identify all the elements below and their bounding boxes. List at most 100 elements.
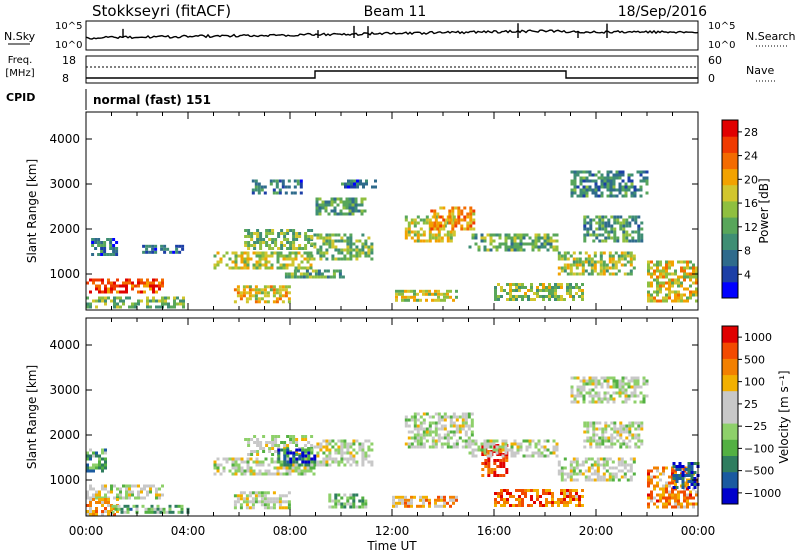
velocity-cell [446, 415, 450, 419]
velocity-cell [678, 474, 682, 477]
velocity-cell [98, 466, 101, 470]
velocity-cell [407, 436, 411, 440]
velocity-cell [695, 493, 698, 497]
velocity-cell [613, 436, 617, 440]
power-cell [361, 233, 365, 237]
velocity-cell [292, 457, 296, 461]
velocity-cell [509, 492, 512, 495]
power-cell [158, 305, 161, 309]
power-cell [591, 179, 595, 183]
velocity-cell [247, 438, 251, 441]
power-cell [593, 254, 597, 258]
velocity-cell [536, 489, 539, 492]
velocity-cell [642, 394, 646, 398]
velocity-cell [599, 457, 603, 461]
power-cell [668, 281, 671, 285]
power-cell [280, 241, 284, 244]
power-cell [446, 295, 449, 299]
power-cell [448, 209, 452, 213]
power-cell [247, 244, 251, 247]
power-cell [346, 251, 350, 255]
power-cell [454, 218, 458, 222]
velocity-cell [234, 460, 238, 464]
velocity-cell [425, 495, 428, 499]
power-cell [345, 203, 349, 207]
velocity-cell [231, 466, 235, 470]
velocity-cell [588, 394, 592, 398]
power-cell [145, 244, 149, 248]
power-cell [106, 253, 110, 256]
velocity-cell [135, 507, 139, 511]
velocity-cell [245, 497, 249, 501]
velocity-cell [605, 460, 609, 464]
power-cell [172, 250, 176, 254]
velocity-cell [595, 445, 599, 449]
power-cell [313, 233, 317, 237]
velocity-cell [569, 501, 572, 504]
velocity-cell [149, 487, 152, 491]
power-cell [233, 288, 237, 292]
velocity-cell [89, 469, 92, 473]
power-cell [285, 266, 289, 270]
velocity-cell [146, 493, 149, 497]
power-cell [298, 235, 302, 238]
velocity-cell [358, 499, 362, 503]
velocity-cell [495, 448, 499, 452]
power-cell [310, 257, 314, 261]
velocity-cell [502, 462, 506, 465]
velocity-cell [474, 439, 478, 443]
velocity-cell [443, 427, 447, 431]
power-cell [659, 281, 662, 285]
velocity-cell [364, 499, 368, 503]
power-cell [629, 269, 633, 273]
velocity-cell [410, 418, 414, 422]
velocity-cell [595, 439, 599, 443]
power-cell [431, 292, 434, 296]
power-cell [474, 236, 478, 240]
velocity-cell [572, 498, 575, 501]
velocity-cell [631, 436, 635, 440]
velocity-cell [690, 483, 694, 486]
power-cell [419, 289, 422, 293]
velocity-cell [683, 505, 686, 509]
power-cell [656, 281, 659, 285]
velocity-cell [303, 457, 307, 461]
power-cell [284, 185, 288, 189]
velocity-cell [89, 457, 92, 461]
power-cell [343, 254, 347, 258]
velocity-cell [620, 475, 624, 479]
velocity-cell [331, 457, 335, 461]
velocity-cell [310, 435, 314, 438]
velocity-cell [237, 463, 241, 467]
velocity-cell [243, 472, 247, 476]
power-cell [581, 295, 584, 298]
power-cell [439, 221, 443, 225]
power-cell [607, 221, 611, 225]
power-cell [248, 297, 252, 301]
velocity-cell [161, 493, 164, 497]
velocity-cell [92, 454, 95, 458]
velocity-cell [413, 424, 417, 428]
velocity-cell [258, 460, 262, 464]
velocity-cell [539, 495, 542, 498]
velocity-cell [364, 505, 368, 509]
power-cell [581, 272, 585, 276]
power-cell [572, 286, 575, 289]
power-cell [578, 289, 581, 292]
power-cell [256, 232, 260, 235]
velocity-cell [250, 453, 254, 456]
power-cell [534, 245, 538, 249]
power-cell [356, 182, 359, 186]
power-cell [231, 266, 235, 270]
power-cell [359, 182, 362, 186]
velocity-cell [632, 460, 636, 464]
velocity-cell [633, 400, 637, 404]
velocity-cell [98, 490, 101, 494]
velocity-cell [410, 504, 413, 508]
power-cell [303, 251, 307, 255]
power-cell [251, 294, 255, 298]
power-cell [344, 182, 347, 186]
power-cell [407, 230, 411, 234]
velocity-cell [537, 451, 541, 455]
power-colorbar-segment [722, 152, 738, 170]
